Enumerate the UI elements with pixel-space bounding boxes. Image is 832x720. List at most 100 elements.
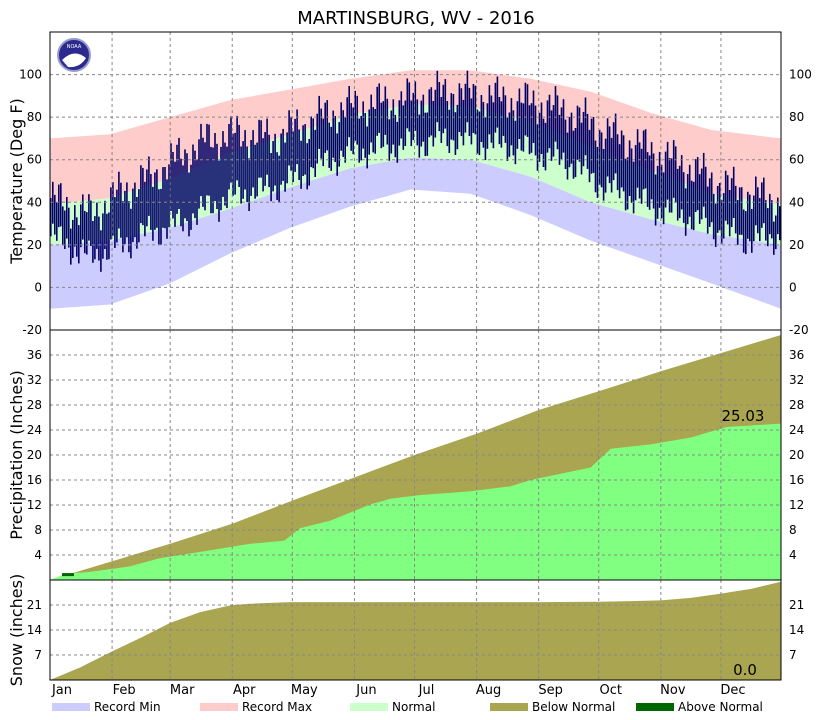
- observed-temp-bar: [116, 189, 118, 243]
- observed-temp-bar: [240, 146, 242, 204]
- observed-temp-bar: [300, 140, 302, 189]
- observed-temp-bar: [66, 197, 68, 239]
- month-label: Dec: [720, 683, 745, 698]
- y-tick-label-right: 20: [789, 238, 804, 252]
- observed-temp-bar: [704, 166, 707, 218]
- observed-temp-bar: [552, 105, 555, 157]
- legend-label: Normal: [392, 700, 435, 714]
- observed-temp-bar: [684, 188, 687, 236]
- observed-temp-bar: [212, 147, 214, 214]
- observed-temp-bar: [486, 103, 489, 149]
- observed-temp-bar: [546, 100, 549, 153]
- observed-temp-bar: [294, 118, 296, 172]
- observed-temp-bar: [172, 152, 174, 219]
- legend-swatch: [52, 703, 90, 711]
- legend-label: Record Min: [94, 700, 161, 714]
- observed-temp-bar: [576, 105, 579, 160]
- observed-temp-bar: [432, 101, 435, 147]
- observed-temp-bar: [676, 168, 679, 221]
- observed-temp-bar: [618, 144, 621, 199]
- observed-temp-bar: [236, 115, 238, 181]
- precipitation-grid: [50, 330, 781, 580]
- observed-temp-bar: [578, 107, 581, 162]
- observed-temp-bar: [274, 133, 276, 186]
- observed-temp-bar: [584, 97, 587, 156]
- legend-swatch: [490, 703, 528, 711]
- observed-temp-bar: [716, 186, 719, 233]
- observed-temp-bar: [686, 174, 689, 225]
- observed-temp-bar: [724, 170, 727, 221]
- observed-temp-bar: [586, 113, 589, 169]
- observed-temp-bar: [522, 103, 525, 152]
- observed-temp-bar: [548, 94, 551, 149]
- observed-temp-bar: [304, 124, 306, 175]
- observed-temp-bar: [366, 126, 368, 169]
- observed-temp-bar: [554, 86, 557, 142]
- observed-temp-bar: [753, 195, 755, 242]
- observed-temp-bar: [158, 189, 160, 245]
- observed-temp-bar: [272, 141, 274, 192]
- observed-temp-bar: [424, 112, 427, 157]
- observed-temp-bar: [534, 105, 537, 156]
- observed-temp-bar: [258, 119, 260, 178]
- observed-temp-bar: [314, 129, 316, 177]
- observed-temp-bar: [662, 172, 665, 225]
- observed-temp-bar: [560, 107, 563, 159]
- observed-temp-bar: [290, 117, 292, 171]
- observed-temp-bar: [178, 137, 180, 209]
- observed-temp-bar: [100, 230, 102, 272]
- record-min-band: [50, 157, 781, 309]
- observed-temp-bar: [254, 144, 256, 199]
- observed-temp-bar: [404, 100, 407, 146]
- observed-temp-bar: [320, 108, 322, 159]
- observed-temp-bar: [394, 114, 397, 158]
- observed-temp-bar: [138, 189, 140, 243]
- observed-temp-bar: [664, 151, 667, 208]
- observed-temp-bar: [166, 179, 168, 239]
- observed-temp-bar: [64, 210, 66, 249]
- observed-temp-bar: [374, 109, 376, 154]
- chart-title: MARTINSBURG, WV - 2016: [297, 8, 535, 29]
- observed-temp-bar: [654, 174, 657, 226]
- legend-label: Above Normal: [678, 700, 763, 714]
- observed-temp-bar: [769, 193, 771, 235]
- observed-temp-bar: [414, 81, 417, 131]
- observed-temp-bar: [250, 140, 252, 196]
- observed-temp-bar: [528, 105, 531, 155]
- legend-swatch: [636, 703, 674, 711]
- observed-temp-bar: [242, 141, 244, 199]
- observed-temp-bar: [188, 172, 190, 237]
- observed-temp-bar: [712, 193, 715, 240]
- observed-temp-bar: [380, 102, 383, 149]
- observed-temp-bar: [344, 117, 346, 163]
- observed-temp-bar: [136, 197, 138, 249]
- observed-temp-bar: [556, 95, 559, 150]
- observed-temp-bar: [478, 111, 481, 156]
- observed-temp-bar: [348, 86, 350, 138]
- observed-temp-bar: [76, 217, 78, 257]
- observed-temp-bar: [490, 95, 493, 143]
- observed-temp-bar: [232, 133, 234, 196]
- observed-temp-bar: [266, 118, 268, 175]
- month-label: Jun: [355, 683, 376, 698]
- y-tick-label-left: 28: [27, 398, 42, 412]
- observed-temp-bar: [126, 182, 128, 238]
- observed-temp-bar: [773, 221, 775, 255]
- observed-temp-bar: [570, 112, 573, 164]
- observed-temp-bar: [122, 201, 124, 253]
- observed-temp-bar: [176, 144, 178, 214]
- observed-temp-bar: [470, 98, 473, 145]
- observed-temp-bar: [326, 100, 328, 151]
- observed-temp-bar: [462, 99, 465, 146]
- observed-temp-bar: [598, 129, 601, 185]
- y-tick-label-right: 7: [789, 648, 797, 662]
- y-tick-label-left: 60: [27, 153, 42, 167]
- y-tick-label-left: 32: [27, 373, 42, 387]
- observed-temp-bar: [238, 124, 240, 187]
- observed-temp-bar: [749, 194, 751, 242]
- observed-temp-bar: [202, 137, 204, 207]
- month-label: Feb: [113, 683, 136, 698]
- observed-temp-bar: [652, 153, 655, 209]
- y-tick-label-right: 4: [789, 548, 797, 562]
- observed-temp-bar: [668, 158, 671, 213]
